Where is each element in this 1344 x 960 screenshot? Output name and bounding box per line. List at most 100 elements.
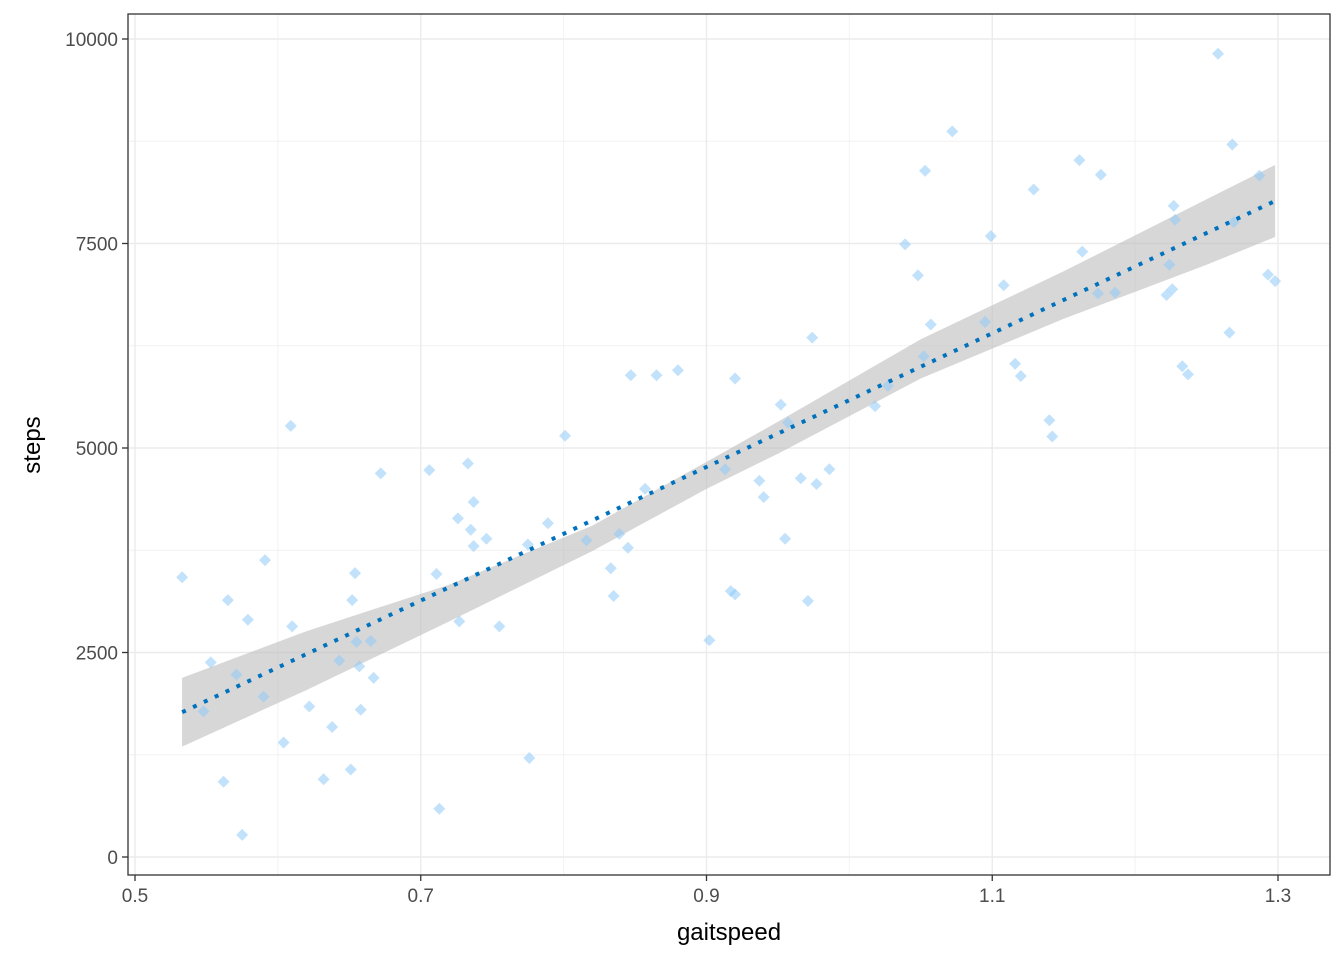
data-point — [919, 164, 932, 177]
data-point — [1073, 154, 1086, 167]
data-point — [353, 660, 366, 673]
data-point — [1046, 430, 1059, 443]
data-point — [1261, 268, 1274, 281]
data-point — [1167, 199, 1180, 212]
data-point — [1211, 47, 1224, 60]
y-tick-label: 2500 — [76, 644, 118, 665]
data-point — [374, 467, 387, 480]
data-point — [364, 635, 377, 648]
data-point — [671, 364, 684, 377]
data-point — [367, 671, 380, 684]
data-point — [344, 763, 357, 776]
data-point — [1094, 168, 1107, 181]
data-point — [806, 331, 819, 344]
data-point — [541, 517, 554, 530]
y-tick-label: 0 — [107, 848, 118, 869]
data-point — [326, 720, 339, 733]
regression-line — [181, 199, 1276, 715]
data-point — [823, 463, 836, 476]
data-point — [241, 613, 254, 626]
data-point — [1043, 414, 1056, 427]
data-point — [801, 594, 814, 607]
data-point — [317, 773, 330, 786]
plot-panel-border — [127, 13, 1331, 876]
y-tick-label: 5000 — [76, 439, 118, 460]
data-point — [284, 419, 297, 432]
data-point — [461, 457, 474, 470]
data-point — [1176, 360, 1189, 373]
data-point — [1253, 169, 1266, 182]
data-point — [869, 400, 882, 413]
data-point — [259, 554, 272, 567]
y-tick-label: 10000 — [65, 30, 118, 51]
data-point — [467, 540, 480, 553]
data-point — [464, 523, 477, 536]
data-point — [1109, 286, 1122, 299]
data-point — [286, 620, 299, 633]
data-point — [1009, 357, 1022, 370]
data-point — [794, 472, 807, 485]
x-tick-label: 0.5 — [122, 886, 148, 907]
major-grid — [128, 14, 1330, 875]
data-point — [559, 429, 572, 442]
data-point — [997, 279, 1010, 292]
data-point — [230, 668, 243, 681]
data-point — [580, 534, 593, 547]
data-point — [729, 372, 742, 385]
data-point — [624, 369, 637, 382]
data-point — [1166, 283, 1179, 296]
data-point — [1163, 258, 1176, 271]
data-point — [607, 590, 620, 603]
data-point — [753, 474, 766, 487]
data-point — [1269, 275, 1282, 288]
data-point — [221, 594, 234, 607]
y-axis-title: steps — [19, 416, 46, 473]
minor-grid — [128, 14, 1330, 875]
data-point — [719, 463, 732, 476]
data-point — [346, 594, 359, 607]
x-tick-label: 0.9 — [693, 886, 719, 907]
data-point — [917, 350, 930, 363]
data-point — [423, 464, 436, 477]
data-point — [354, 703, 367, 716]
points-layer — [176, 47, 1282, 841]
data-point — [204, 656, 217, 669]
y-axis-ticks: 0 2500 5000 7500 10000 — [65, 30, 128, 869]
data-point — [613, 527, 626, 540]
x-axis-title: gaitspeed — [677, 919, 781, 946]
plot-panel-background — [128, 14, 1330, 875]
data-point — [924, 318, 937, 331]
data-point — [911, 269, 924, 282]
data-point — [1091, 287, 1104, 300]
data-point — [1226, 138, 1239, 151]
data-point — [810, 477, 823, 490]
data-point — [1076, 245, 1089, 258]
data-point — [197, 705, 210, 718]
data-point — [984, 230, 997, 243]
data-point — [467, 495, 480, 508]
data-point — [333, 654, 346, 667]
data-point — [899, 238, 912, 251]
data-point — [303, 700, 316, 713]
x-tick-label: 1.1 — [979, 886, 1005, 907]
data-point — [639, 482, 652, 495]
data-point — [774, 398, 787, 411]
data-point — [176, 571, 189, 584]
data-point — [650, 369, 663, 382]
data-point — [946, 125, 959, 138]
data-point — [604, 562, 617, 575]
data-point — [236, 828, 249, 841]
data-point — [1014, 370, 1027, 383]
data-point — [1169, 213, 1182, 226]
data-point — [433, 802, 446, 815]
data-point — [257, 690, 270, 703]
data-point — [480, 532, 493, 545]
data-point — [779, 532, 792, 545]
data-point — [350, 635, 363, 648]
y-tick-label: 7500 — [76, 235, 118, 256]
data-point — [349, 567, 362, 580]
data-point — [757, 491, 770, 504]
data-point — [523, 752, 536, 765]
data-point — [621, 541, 634, 554]
